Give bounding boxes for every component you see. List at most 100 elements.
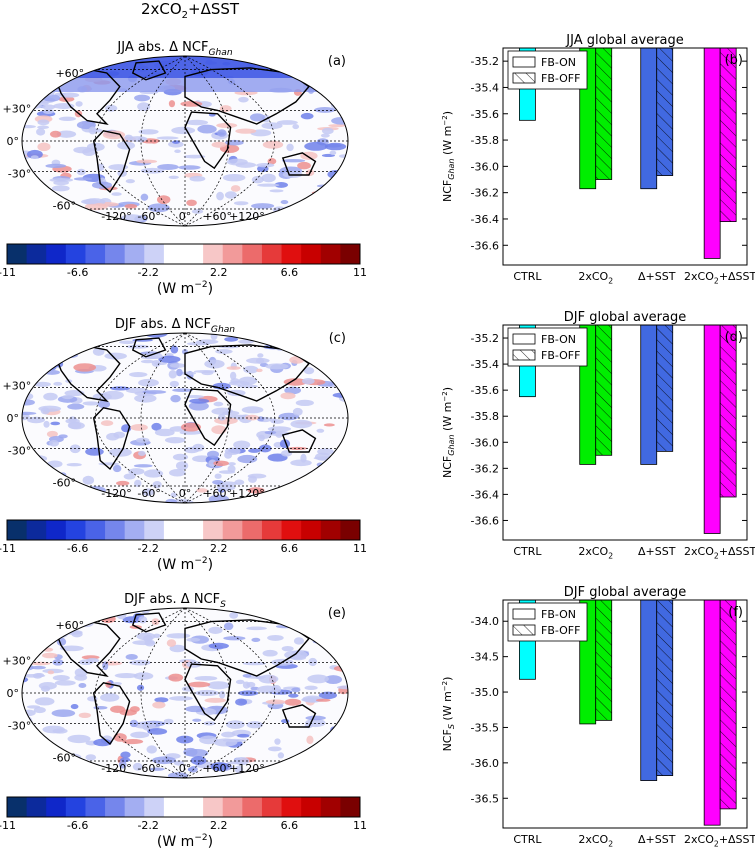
map-anomaly-patch xyxy=(296,206,315,214)
coastline-2 xyxy=(184,619,310,677)
map-anomaly-patch xyxy=(223,622,234,631)
map-anomaly-patch xyxy=(133,464,153,468)
lat-label: +30° xyxy=(3,103,32,116)
map-anomaly-patch xyxy=(208,459,217,467)
colorbar-segment xyxy=(183,244,204,264)
colorbar-frame xyxy=(6,519,361,541)
ytick-label: -35.0 xyxy=(471,686,499,699)
colorbar-segment xyxy=(144,244,165,264)
map-anomaly-patch xyxy=(318,691,338,700)
map-anomaly-patch xyxy=(290,459,312,467)
map-anomaly-patch xyxy=(165,498,177,503)
bar-panel-f: -34.0 -34.5 -35.0 -35.5 -36.0 -36.5 CTRL 2xCO2 Δ… xyxy=(441,585,755,848)
map-anomaly-patch xyxy=(212,479,224,485)
map-anomaly-patch xyxy=(53,381,63,386)
colorbar-segment xyxy=(320,797,341,817)
map-anomaly-patch xyxy=(166,633,191,639)
map-anomaly-patch xyxy=(154,361,167,366)
bar-panel-b: -35.2 -35.4 -35.6 -35.8 -36.0 -36.2 -36.4 -36.6… xyxy=(441,33,755,285)
ytick-label: -34.0 xyxy=(471,615,499,628)
map-anomaly-patch xyxy=(44,369,60,375)
map-anomaly-patch xyxy=(22,673,46,678)
map-panel-c: DJF abs. Δ NCFGhan (c) +30° 0° -30° -60° -120°… xyxy=(3,317,349,504)
map-field xyxy=(22,333,348,503)
bar-fb-on-3 xyxy=(703,599,721,826)
map-anomaly-patch xyxy=(319,754,342,764)
map-anomaly-patch xyxy=(102,661,109,671)
map-anomaly-patch xyxy=(318,360,331,366)
map-anomaly-patch xyxy=(33,194,45,198)
map-anomaly-patch xyxy=(142,390,167,394)
meridian-line xyxy=(184,56,230,226)
colorbar-2: -11 -6.6 -2.2 2.2 6.6 11 (W m−2) xyxy=(0,796,367,850)
map-anomaly-patch xyxy=(237,454,258,464)
colorbar-tick-label: 11 xyxy=(353,542,367,555)
map-anomaly-patch xyxy=(304,685,318,690)
coastline-3 xyxy=(184,388,232,447)
lon-label: +120° xyxy=(229,762,265,775)
map-anomaly-patch xyxy=(274,181,289,188)
map-anomaly-patch xyxy=(270,418,277,424)
map-anomaly-patch xyxy=(227,462,236,466)
colorbar-segment xyxy=(163,797,184,817)
colorbar-tick-label: -6.6 xyxy=(67,266,88,279)
panel-label: (b) xyxy=(725,53,743,68)
colorbar-segment xyxy=(281,244,302,264)
map-anomaly-patch xyxy=(242,674,252,678)
map-anomaly-patch xyxy=(226,720,245,729)
colorbar-segment xyxy=(203,244,224,264)
map-anomaly-patch xyxy=(305,208,319,217)
map-anomaly-patch xyxy=(298,345,323,355)
map-anomaly-patch xyxy=(213,401,224,407)
map-anomaly-patch xyxy=(43,420,50,428)
map-anomaly-patch xyxy=(329,150,337,156)
map-anomaly-patch xyxy=(158,355,181,363)
map-anomaly-patch xyxy=(168,370,177,379)
map-anomaly-patch xyxy=(227,389,246,397)
map-anomaly-patch xyxy=(24,180,42,188)
map-anomaly-patch xyxy=(268,746,282,752)
colorbar-tick-label: -6.6 xyxy=(67,819,88,832)
map-anomaly-patch xyxy=(207,450,220,458)
map-anomaly-patch xyxy=(262,649,278,657)
colorbar-segment xyxy=(281,520,302,540)
coastline-0 xyxy=(53,344,121,403)
map-anomaly-patch xyxy=(295,608,315,612)
colorbar-tick-label: 11 xyxy=(353,266,367,279)
map-anomaly-patch xyxy=(169,380,179,388)
lon-label: -60° xyxy=(137,762,160,775)
map-anomaly-patch xyxy=(22,399,35,406)
map-anomaly-patch xyxy=(46,81,54,91)
ytick-label: -35.6 xyxy=(471,384,499,397)
map-anomaly-patch xyxy=(327,83,339,89)
coastline-5 xyxy=(131,337,167,358)
map-anomaly-patch xyxy=(81,199,100,205)
colorbar-frame xyxy=(6,796,361,818)
ytick-label: -36.4 xyxy=(471,488,499,501)
map-anomaly-patch xyxy=(188,401,209,411)
axes-frame xyxy=(502,324,748,541)
map-anomaly-patch xyxy=(47,217,58,226)
colorbar-1: -11 -6.6 -2.2 2.2 6.6 11 (W m−2) xyxy=(0,519,367,573)
map-anomaly-patch xyxy=(40,495,57,503)
map-anomaly-patch xyxy=(78,712,91,719)
map-anomaly-patch xyxy=(138,616,148,624)
lat-label: -60° xyxy=(53,752,76,765)
map-anomaly-patch xyxy=(138,450,146,456)
map-anomaly-patch xyxy=(156,195,171,205)
map-anomaly-patch xyxy=(192,718,202,722)
map-anomaly-patch xyxy=(37,350,48,356)
legend-label-fb-off: FB-OFF xyxy=(541,349,580,362)
map-anomaly-patch xyxy=(140,193,149,201)
map-anomaly-patch xyxy=(330,196,348,201)
map-anomaly-patch xyxy=(299,755,319,762)
map-anomaly-patch xyxy=(82,475,95,485)
lat-label: 0° xyxy=(7,687,20,700)
map-anomaly-patch xyxy=(48,220,73,226)
map-title: DJF abs. Δ NCFGhan xyxy=(115,317,235,335)
map-anomaly-patch xyxy=(234,756,250,766)
colorbar-segment xyxy=(105,797,126,817)
legend-label-fb-on: FB-ON xyxy=(541,56,576,69)
map-anomaly-patch xyxy=(305,715,326,721)
map-anomaly-patch xyxy=(169,696,193,701)
